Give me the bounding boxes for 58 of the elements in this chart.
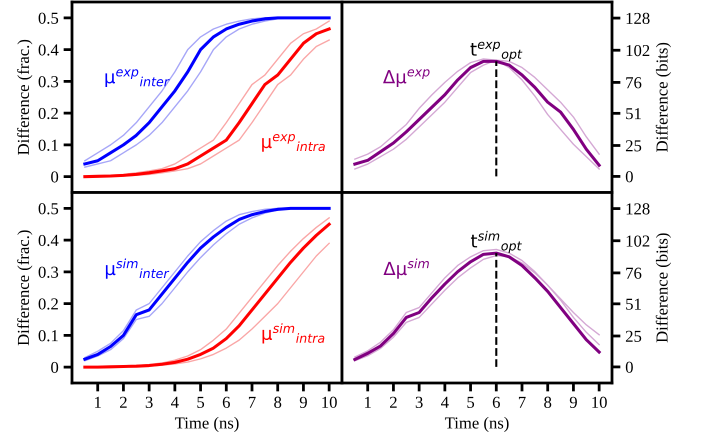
y-tick-label: 102 xyxy=(626,44,650,56)
x-tick-label: 7 xyxy=(518,396,526,408)
annotation: Δμ$^{sim}$ xyxy=(383,258,429,279)
y-tick-label: 0 xyxy=(51,171,58,183)
x-tick-label: 1 xyxy=(365,396,371,408)
ref-line-label: t$^{sim}$$_{opt}$ xyxy=(470,230,522,254)
x-tick-label: 2 xyxy=(390,396,397,408)
x-tick-label: 5 xyxy=(467,396,474,408)
x-tick-label: 2 xyxy=(120,396,127,408)
annotation: μ$^{exp}$$_{intra}$ xyxy=(262,134,325,152)
x-axis-title: Time (ns) xyxy=(444,416,509,432)
y-tick-label: 51 xyxy=(626,108,641,120)
y-tick-label: 102 xyxy=(626,235,650,247)
y-tick-label: 0 xyxy=(626,171,633,182)
y-tick-label: 0.4 xyxy=(38,234,59,246)
y-tick-label: 0 xyxy=(51,362,58,374)
x-tick-label: 6 xyxy=(222,396,230,408)
annotation: Δμ$^{exp}$ xyxy=(383,69,430,88)
y-tick-label: 0 xyxy=(626,362,633,373)
x-tick-label: 4 xyxy=(441,396,449,408)
x-tick-label: 3 xyxy=(146,396,153,408)
y-tick-label: 0.4 xyxy=(38,44,59,56)
y-tick-label: 25 xyxy=(626,330,642,342)
x-tick-label: 10 xyxy=(322,396,337,408)
y-axis-title: Difference (frac.) xyxy=(17,230,32,346)
y-axis-title: Difference (frac.) xyxy=(17,40,32,155)
y-tick-label: 0.1 xyxy=(38,330,58,342)
y-axis-title: Difference (bits) xyxy=(656,42,672,152)
annotation: μ$^{sim}$$_{intra}$ xyxy=(262,323,324,344)
y-tick-label: 76 xyxy=(626,268,642,279)
x-tick-label: 8 xyxy=(274,396,282,408)
y-tick-label: 0.5 xyxy=(38,203,58,214)
ref-line-label: t$^{exp}$$_{opt}$ xyxy=(470,42,522,62)
x-tick-label: 7 xyxy=(248,396,256,408)
x-tick-label: 6 xyxy=(492,396,500,408)
y-tick-label: 128 xyxy=(626,203,650,215)
y-tick-label: 76 xyxy=(626,77,642,88)
x-axis-title: Time (ns) xyxy=(174,416,239,432)
y-axis-title: Difference (bits) xyxy=(656,233,672,342)
y-tick-label: 0.5 xyxy=(38,12,58,24)
y-tick-label: 128 xyxy=(626,12,650,24)
x-tick-label: 9 xyxy=(570,396,577,408)
y-tick-label: 51 xyxy=(626,298,641,310)
x-tick-label: 9 xyxy=(300,396,307,408)
y-tick-label: 0.3 xyxy=(38,76,58,88)
x-tick-label: 5 xyxy=(197,396,204,408)
y-tick-label: 25 xyxy=(626,140,642,152)
x-tick-label: 4 xyxy=(171,396,179,408)
y-tick-label: 0.2 xyxy=(38,298,58,310)
x-tick-label: 10 xyxy=(592,396,607,408)
y-tick-label: 0.1 xyxy=(38,140,58,151)
x-tick-label: 1 xyxy=(95,396,101,408)
x-tick-label: 8 xyxy=(544,396,552,408)
x-tick-label: 3 xyxy=(416,396,423,408)
y-tick-label: 0.3 xyxy=(38,266,58,278)
y-tick-label: 0.2 xyxy=(38,108,58,120)
annotation: μ$^{exp}$$_{inter}$ xyxy=(105,69,170,88)
annotation: μ$^{sim}$$_{inter}$ xyxy=(106,258,170,279)
